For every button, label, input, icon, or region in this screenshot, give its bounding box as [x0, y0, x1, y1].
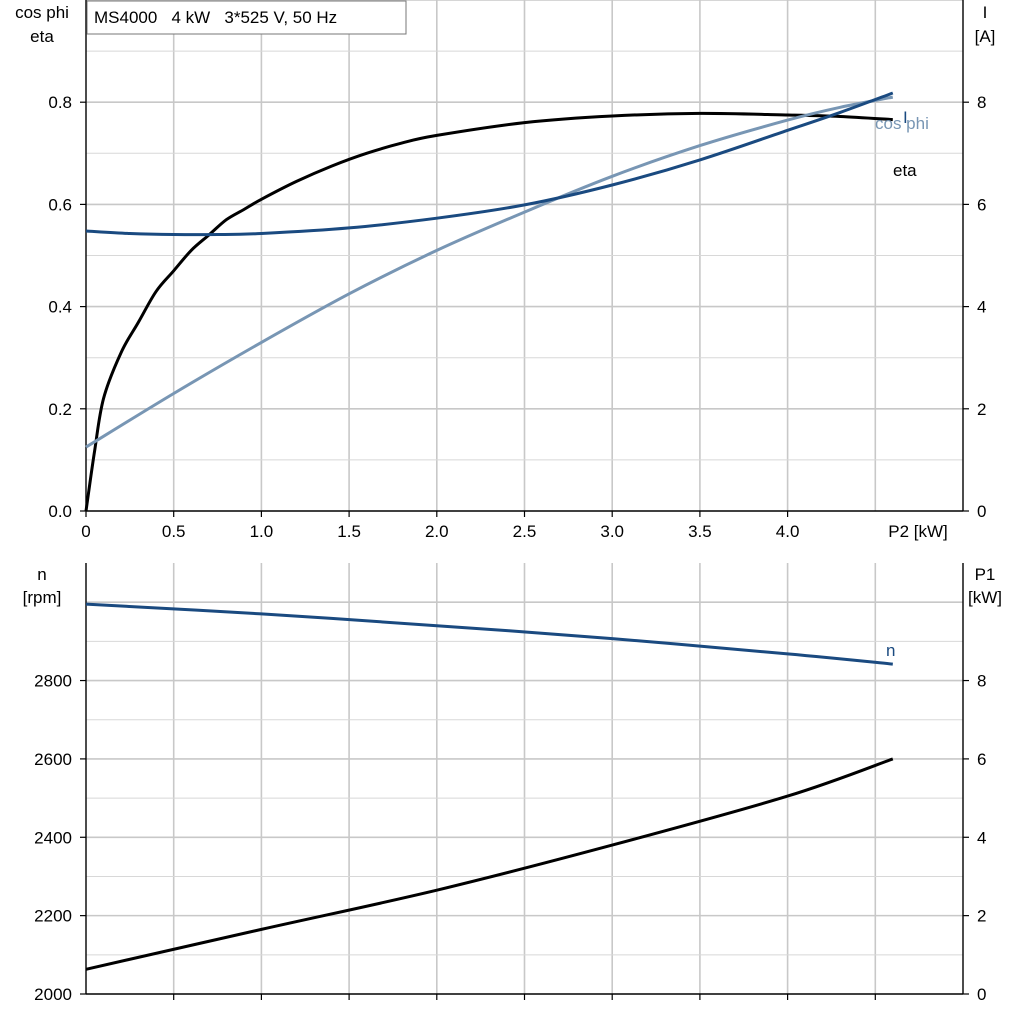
x-tick-label: 0.5 [162, 522, 186, 541]
y-tick-label-left: 2200 [34, 907, 72, 926]
x-tick-label: 1.5 [337, 522, 361, 541]
y-tick-label-left: 2600 [34, 750, 72, 769]
chart-title: MS4000 4 kW 3*525 V, 50 Hz [94, 8, 337, 27]
y-tick-label-right: 4 [977, 298, 986, 317]
series-line-i [85, 91, 894, 237]
y-tick-label-right: 8 [977, 93, 986, 112]
x-tick-label: 3.0 [600, 522, 624, 541]
y-tick-label-left: 2000 [34, 985, 72, 1004]
chart-title-box [86, 0, 407, 35]
series-label-n: n [886, 641, 895, 660]
series-label-I: I [903, 108, 908, 127]
series-line-p1 [85, 757, 894, 971]
series-label-cos-phi: cos phi [875, 114, 929, 133]
x-axis-title: P2 [kW] [888, 522, 948, 541]
y-tick-label-left: 0.6 [48, 195, 72, 214]
series-line-cos-phi [85, 95, 894, 449]
y-axis-title-left: cos phi [15, 3, 69, 22]
y-axis-title-right: [kW] [968, 588, 1002, 607]
y-tick-label-right: 6 [977, 195, 986, 214]
y-tick-label-right: 4 [977, 828, 986, 847]
y-tick-label-left: 2800 [34, 672, 72, 691]
x-tick-label: 0 [81, 522, 90, 541]
y-axis-title-left: n [37, 565, 46, 584]
y-tick-label-left: 0.4 [48, 298, 72, 317]
y-tick-label-right: 6 [977, 750, 986, 769]
y-axis-title-left: [rpm] [23, 588, 62, 607]
series-line-n [85, 602, 893, 666]
y-tick-label-right: 2 [977, 400, 986, 419]
series-label-eta: eta [893, 161, 917, 180]
y-axis-title-right: I [983, 3, 988, 22]
y-axis-title-left: eta [30, 27, 54, 46]
x-tick-label: 3.5 [688, 522, 712, 541]
x-tick-label: 1.0 [250, 522, 274, 541]
x-tick-label: 4.0 [776, 522, 800, 541]
x-tick-label: 2.5 [513, 522, 537, 541]
y-axis-title-right: P1 [975, 565, 996, 584]
chart-panel-1: 0.0 0.2 0.4 0.6 0.8 0 2 4 6 8 0 0.5 1.0 1.5 2.0 2.5 3.0 3… [15, 0, 995, 541]
y-tick-label-right: 8 [977, 672, 986, 691]
y-tick-label-right: 0 [977, 502, 986, 521]
y-axis-title-right: [A] [975, 27, 996, 46]
y-tick-label-right: 2 [977, 907, 986, 926]
y-tick-label-left: 0.0 [48, 502, 72, 521]
y-tick-label-left: 0.8 [48, 93, 72, 112]
series-line-eta [84, 111, 893, 512]
y-tick-label-right: 0 [977, 985, 986, 1004]
x-tick-label: 2.0 [425, 522, 449, 541]
chart-panel-2: 2000 2200 2400 2600 2800 0 2 4 6 8 n [rpm] P1 [kW] [23, 563, 1002, 1004]
y-tick-label-left: 2400 [34, 828, 72, 847]
y-tick-label-left: 0.2 [48, 400, 72, 419]
